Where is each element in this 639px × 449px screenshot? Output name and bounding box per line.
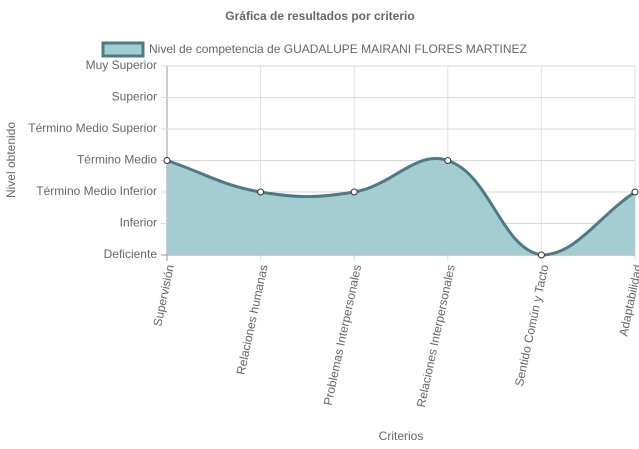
point <box>537 251 545 259</box>
x-tick-label: Adaptabilidad <box>616 263 639 337</box>
x-tick-label: Problemas Interpersonales <box>321 263 365 406</box>
point <box>163 157 171 164</box>
point <box>444 157 452 164</box>
point <box>350 188 358 196</box>
chart-title: Gráfica de resultados por criterio <box>225 9 414 23</box>
point <box>631 188 639 196</box>
y-tick-label: Superior <box>112 90 157 104</box>
area <box>167 158 635 255</box>
point <box>257 188 265 196</box>
x-tick-label: Relaciones Interpersonales <box>414 263 458 408</box>
legend-swatch <box>101 41 145 58</box>
y-axis-label: Nivel obtenido <box>4 122 18 198</box>
legend-label: Nivel de competencia de GUADALUPE MAIRAN… <box>149 42 527 56</box>
x-tick-label: Sentido Común y Tacto <box>512 263 552 387</box>
y-tick-label: Término Medio Inferior <box>36 184 157 198</box>
y-tick-label: Término Medio Superior <box>28 121 157 135</box>
line <box>166 157 636 257</box>
y-tick-label: Muy Superior <box>86 58 157 72</box>
x-tick-label: Relaciones humanas <box>234 263 271 376</box>
y-tick-label: Deficiente <box>104 247 158 261</box>
x-tick-label: Supervisión <box>150 263 177 327</box>
y-tick-label: Inferior <box>120 216 157 230</box>
y-tick-label: Término Medio <box>77 153 157 167</box>
x-axis-label: Criterios <box>379 429 424 443</box>
